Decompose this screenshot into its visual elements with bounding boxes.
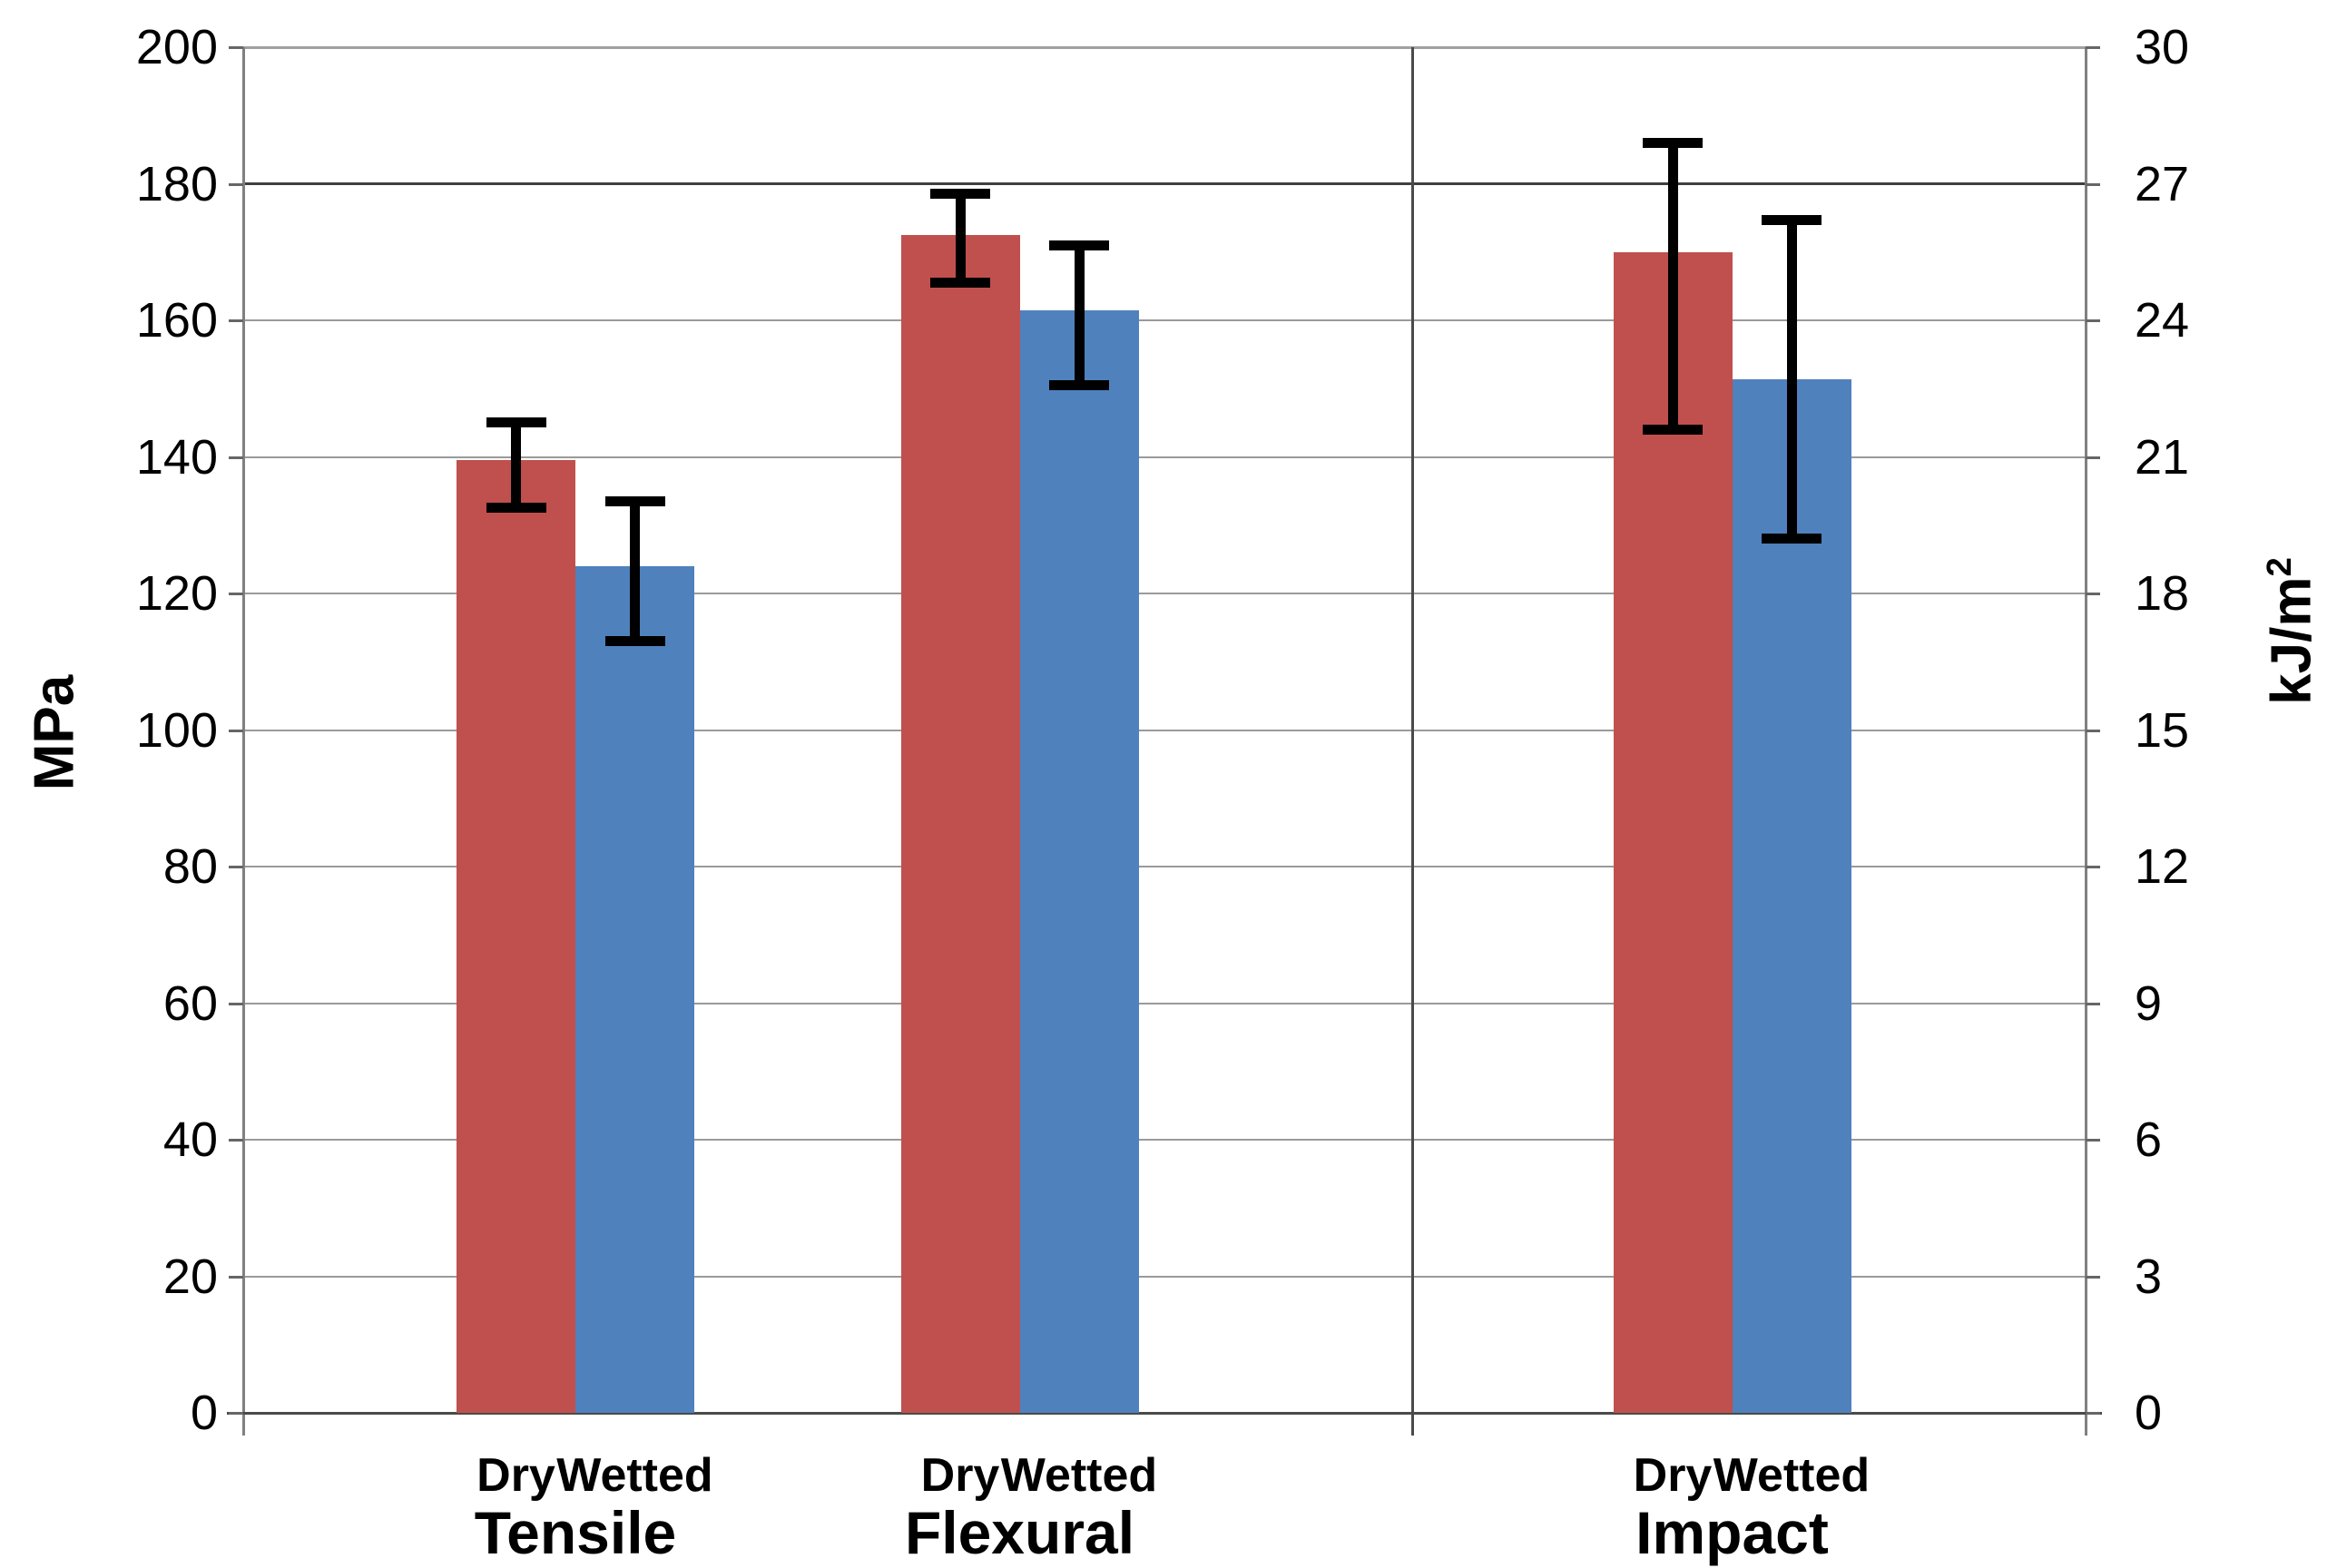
x-axis-line (227, 1412, 2102, 1415)
gridline-60 (243, 1002, 2086, 1004)
right-axis-tick-label-18: 18 (2135, 566, 2190, 621)
left-axis-tick-label-160: 160 (135, 293, 218, 348)
flexural-dry-bar (900, 234, 1020, 1413)
right-axis-tick-27 (2086, 182, 2100, 186)
right-axis-line (2085, 47, 2087, 1436)
right-axis-tick-9 (2086, 1002, 2100, 1005)
left-axis-tick-label-120: 120 (135, 566, 218, 621)
left-axis-tick-60 (229, 1002, 243, 1005)
impact-wetted-bar (1732, 379, 1851, 1413)
left-axis-tick-40 (229, 1139, 243, 1142)
right-axis-tick-label-12: 12 (2135, 839, 2190, 894)
impact-dry-bar (1613, 251, 1733, 1413)
left-axis-line (242, 47, 245, 1436)
right-axis-tick-21 (2086, 456, 2100, 459)
right-axis-tick-24 (2086, 319, 2100, 322)
group-label-flexural: Flexural (904, 1499, 1135, 1566)
flexural-wetted-error-bar-stem (1074, 245, 1085, 386)
right-axis-tick-label-27: 27 (2135, 156, 2190, 211)
group-label-impact: Impact (1635, 1499, 1829, 1566)
right-axis-tick-3 (2086, 1275, 2100, 1279)
left-axis-tick-120 (229, 593, 243, 595)
right-axis-tick-label-24: 24 (2135, 293, 2190, 348)
gridline-20 (243, 1275, 2086, 1278)
right-axis-tick-label-21: 21 (2135, 429, 2190, 485)
flexural-dry-error-bar-cap-top (930, 189, 990, 200)
left-axis-tick-label-40: 40 (162, 1112, 218, 1167)
x-label-tensile-wetted: Wetted (556, 1449, 713, 1502)
impact-wetted-error-bar-cap-top (1762, 215, 1821, 226)
tensile-wetted-bar (575, 565, 694, 1413)
right-axis-tick-15 (2086, 729, 2100, 732)
right-axis-tick-label-6: 6 (2135, 1112, 2163, 1167)
right-axis-tick-label-0: 0 (2135, 1386, 2163, 1440)
left-axis-tick-160 (229, 319, 243, 322)
right-axis-tick-30 (2086, 46, 2100, 49)
flexural-dry-error-bar-cap-bottom (930, 278, 990, 289)
left-axis-tick-label-180: 180 (135, 156, 218, 211)
right-axis-tick-label-3: 3 (2135, 1249, 2163, 1304)
right-axis-tick-18 (2086, 593, 2100, 595)
left-axis-tick-140 (229, 456, 243, 459)
left-axis-title: MPa (23, 674, 86, 791)
tensile-dry-error-bar-cap-top (486, 417, 546, 428)
left-axis-tick-label-100: 100 (135, 702, 218, 758)
gridline-80 (243, 866, 2086, 867)
tensile-wetted-error-bar-stem (630, 501, 640, 642)
impact-dry-error-bar-cap-top (1643, 137, 1703, 148)
impact-dry-error-bar-stem (1667, 142, 1678, 430)
right-axis-tick-12 (2086, 866, 2100, 868)
flexural-wetted-bar (1019, 309, 1139, 1413)
left-axis-tick-100 (229, 729, 243, 732)
left-axis-tick-20 (229, 1275, 243, 1279)
left-axis-tick-label-20: 20 (162, 1249, 218, 1304)
left-axis-tick-label-80: 80 (162, 839, 218, 894)
tensile-dry-bar (457, 460, 575, 1413)
x-label-impact-wetted: Wetted (1713, 1449, 1871, 1502)
x-label-impact-dry: Dry (1633, 1449, 1713, 1502)
impact-wetted-error-bar-cap-bottom (1762, 534, 1821, 544)
left-axis-tick-180 (229, 182, 243, 186)
gridline-180 (243, 182, 2086, 185)
tensile-wetted-error-bar-cap-top (604, 495, 665, 506)
left-axis-tick-label-0: 0 (190, 1386, 218, 1440)
tensile-wetted-error-bar-cap-bottom (604, 636, 665, 647)
x-label-tensile-dry: Dry (476, 1449, 555, 1502)
right-axis-title: kJ/m2 (2260, 477, 2324, 786)
gridline-120 (243, 593, 2086, 594)
impact-wetted-error-bar-stem (1786, 220, 1797, 539)
tensile-dry-error-bar-cap-bottom (486, 503, 546, 514)
left-axis-tick-label-200: 200 (135, 20, 218, 74)
group-label-tensile: Tensile (474, 1499, 677, 1566)
x-label-flexural-wetted: Wetted (1000, 1449, 1158, 1502)
right-axis-title-superscript: 2 (2259, 557, 2299, 577)
tensile-dry-error-bar-stem (511, 422, 521, 508)
flexural-wetted-error-bar-cap-top (1049, 240, 1109, 250)
right-axis-tick-label-30: 30 (2135, 20, 2190, 74)
gridline-140 (243, 456, 2086, 458)
left-axis-tick-0 (229, 1412, 243, 1415)
x-label-flexural-dry: Dry (920, 1449, 1000, 1502)
plot-top-border (243, 46, 2086, 49)
left-axis-tick-label-60: 60 (162, 975, 218, 1031)
gridline-160 (243, 319, 2086, 321)
gridline-40 (243, 1139, 2086, 1141)
right-axis-tick-label-15: 15 (2135, 702, 2190, 758)
left-axis-tick-label-140: 140 (135, 429, 218, 485)
impact-dry-error-bar-cap-bottom (1643, 424, 1703, 435)
right-axis-tick-6 (2086, 1139, 2100, 1142)
left-axis-tick-200 (229, 46, 243, 49)
flexural-wetted-error-bar-cap-bottom (1049, 379, 1109, 390)
right-axis-tick-label-9: 9 (2135, 975, 2163, 1031)
left-axis-tick-80 (229, 866, 243, 868)
axis-panel-divider (1411, 47, 1414, 1436)
right-axis-title-base: kJ/m (2260, 576, 2323, 705)
right-axis-tick-0 (2086, 1412, 2100, 1415)
flexural-dry-error-bar-stem (955, 193, 966, 283)
gridline-100 (243, 729, 2086, 731)
